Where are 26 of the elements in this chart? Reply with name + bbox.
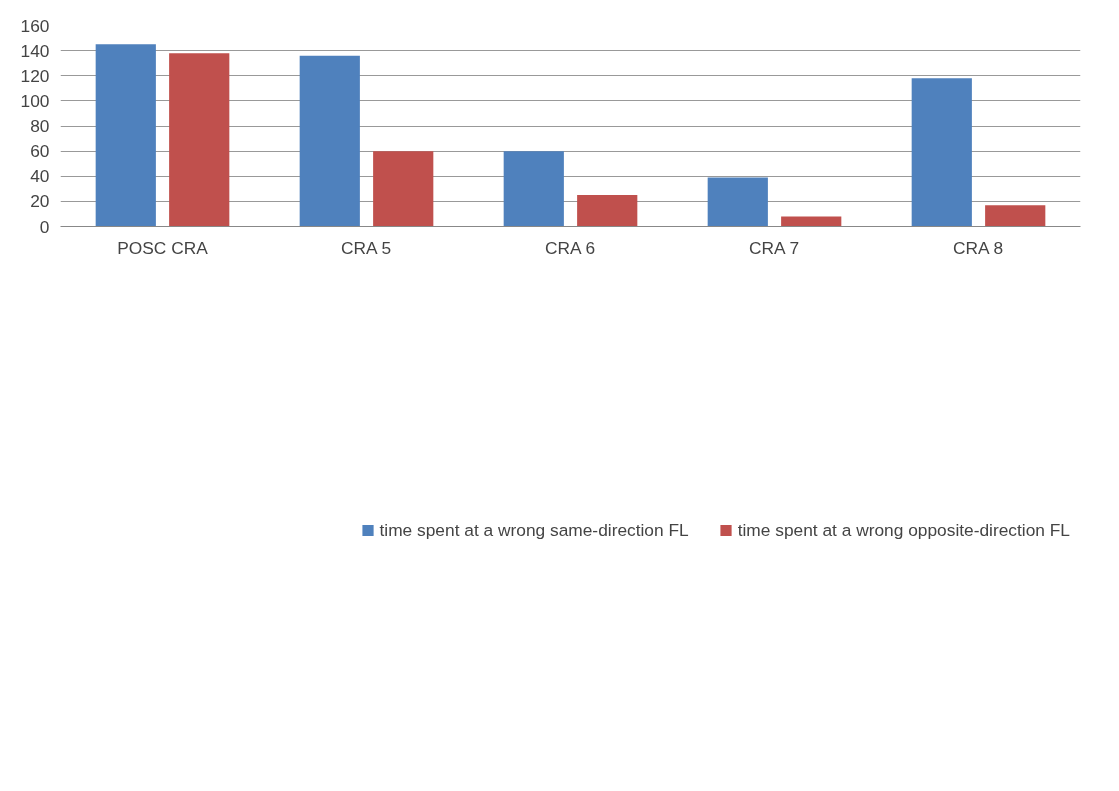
legend-label: time spent at a wrong opposite-direction FL (737, 519, 1070, 541)
bar (985, 205, 1046, 227)
bar (503, 151, 564, 227)
x-tick-label: CRA 8 (952, 237, 1004, 258)
y-tick-label: 140 (20, 40, 50, 61)
x-tick-label: CRA 6 (544, 237, 596, 258)
bar (373, 151, 434, 227)
y-tick-label: 40 (30, 166, 50, 187)
x-tick-label: CRA 7 (748, 237, 800, 258)
bar (911, 78, 972, 227)
bar (95, 44, 156, 227)
y-tick-label: 20 (30, 191, 50, 212)
bar (299, 55, 360, 227)
y-tick-label: 60 (30, 141, 50, 162)
y-tick-label: 80 (30, 116, 50, 136)
y-tick-label: 0 (39, 216, 50, 237)
legend-label: time spent at a wrong same-direction FL (379, 519, 689, 541)
bar (781, 216, 842, 227)
x-tick-label: POSC CRA (117, 237, 209, 258)
y-tick-label: 100 (20, 90, 50, 111)
bar (577, 195, 638, 227)
y-tick-label: 120 (20, 65, 50, 86)
y-tick-label: 160 (20, 15, 50, 36)
bar (169, 53, 230, 227)
bar (707, 177, 768, 227)
x-tick-label: CRA 5 (340, 237, 392, 258)
